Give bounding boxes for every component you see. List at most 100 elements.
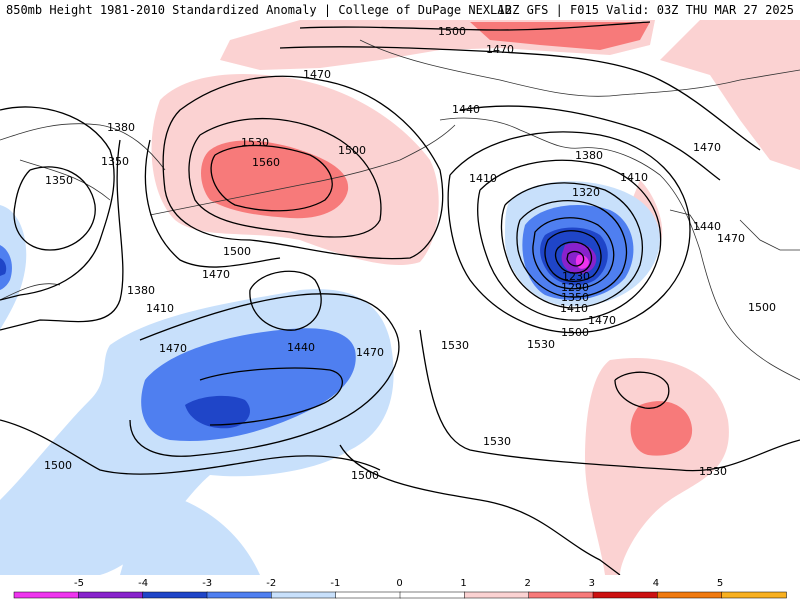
contour-line xyxy=(188,117,382,238)
contour-line xyxy=(279,46,761,151)
contour-label: 1500 xyxy=(44,459,72,472)
contour-label: 1410 xyxy=(469,172,497,185)
contour-label: 1410 xyxy=(560,302,588,315)
contour-line xyxy=(210,144,333,212)
header-bar: 850mb Height 1981-2010 Standardized Anom… xyxy=(0,0,800,21)
colorbar-segment xyxy=(528,591,594,599)
colorbar-tick-label: 0 xyxy=(396,578,402,589)
anomaly-map: 1500 1470 1470 1440 1380 1350 1350 1530 … xyxy=(0,20,800,575)
contour-line xyxy=(13,166,96,251)
negative-anomaly-region xyxy=(185,395,250,429)
colorbar-segment xyxy=(271,591,337,599)
colorbar xyxy=(13,591,787,599)
contour-label: 1500 xyxy=(351,469,379,482)
colorbar-tick-label: 3 xyxy=(589,578,595,589)
contour-label: 1470 xyxy=(356,346,384,359)
contour-label: 1410 xyxy=(620,171,648,184)
colorbar-segment xyxy=(399,591,466,599)
contour-label: 1230 xyxy=(562,270,590,283)
contour-line xyxy=(566,250,585,267)
contour-label: 1530 xyxy=(483,435,511,448)
contour-label: 1470 xyxy=(303,68,331,81)
colorbar-segment xyxy=(721,591,787,599)
contour-line xyxy=(162,75,444,260)
colorbar-tick-label: -2 xyxy=(266,578,276,589)
colorbar-tick-label: 2 xyxy=(525,578,531,589)
contour-labels: 1500 1470 1470 1440 1380 1350 1350 1530 … xyxy=(44,25,776,482)
contour-line xyxy=(500,182,643,309)
contour-line xyxy=(419,329,800,472)
contour-label: 1470 xyxy=(693,141,721,154)
contour-label: 1440 xyxy=(287,341,315,354)
contour-line xyxy=(477,159,662,321)
contour-label: 1470 xyxy=(202,268,230,281)
contour-line xyxy=(516,200,628,298)
contour-label: 1410 xyxy=(146,302,174,315)
colorbar-segment xyxy=(592,591,659,599)
contour-line xyxy=(554,241,593,274)
contour-line xyxy=(532,217,615,290)
contour-line xyxy=(459,105,721,181)
colorbar-segment xyxy=(13,591,80,599)
colorbar-tick-label: 4 xyxy=(653,578,659,589)
contour-label: 1500 xyxy=(338,144,366,157)
map-title: 850mb Height 1981-2010 Standardized Anom… xyxy=(6,3,512,17)
contour-label: 1320 xyxy=(572,186,600,199)
positive-anomaly-region xyxy=(630,401,693,456)
positive-anomaly-region xyxy=(201,140,349,219)
anomaly-shading xyxy=(0,20,800,575)
colorbar-tick-label: -4 xyxy=(138,578,148,589)
contour-label: 1530 xyxy=(241,136,269,149)
contour-label: 1440 xyxy=(452,103,480,116)
height-contours xyxy=(0,21,800,575)
positive-anomaly-region xyxy=(660,20,800,170)
contour-label: 1530 xyxy=(527,338,555,351)
contour-label: 1380 xyxy=(575,149,603,162)
contour-label: 1500 xyxy=(561,326,589,339)
contour-line xyxy=(249,270,322,331)
coastlines xyxy=(0,39,800,381)
contour-label: 1380 xyxy=(127,284,155,297)
model-run-info: 12Z GFS | F015 Valid: 03Z THU MAR 27 202… xyxy=(497,3,794,17)
colorbar-tick-label: 1 xyxy=(460,578,466,589)
contour-label: 1470 xyxy=(486,43,514,56)
contour-label: 1530 xyxy=(441,339,469,352)
negative-anomaly-region xyxy=(0,258,7,276)
positive-anomaly-region xyxy=(585,358,729,575)
colorbar-legend: -5 -4 -3 -2 -1 0 1 2 3 4 5 xyxy=(0,575,800,600)
colorbar-segment xyxy=(142,591,208,599)
contour-label: 1380 xyxy=(107,121,135,134)
contour-label: 1470 xyxy=(717,232,745,245)
contour-line xyxy=(339,444,621,575)
contour-line xyxy=(299,21,651,31)
contour-line xyxy=(0,139,124,331)
contour-line xyxy=(144,139,281,268)
colorbar-segment xyxy=(335,591,401,599)
contour-line xyxy=(0,106,115,301)
contour-label: 1500 xyxy=(748,301,776,314)
contour-label: 1470 xyxy=(159,342,187,355)
colorbar-tick-label: -1 xyxy=(330,578,340,589)
colorbar-tick-label: -5 xyxy=(74,578,84,589)
colorbar-tick-label: 5 xyxy=(717,578,723,589)
contour-line xyxy=(199,367,343,426)
colorbar-tick-label: -3 xyxy=(202,578,212,589)
colorbar-segment xyxy=(464,591,530,599)
contour-line xyxy=(0,419,381,475)
contour-label: 1530 xyxy=(699,465,727,478)
contour-label: 1500 xyxy=(438,25,466,38)
contour-label: 1500 xyxy=(223,245,251,258)
negative-anomaly-region xyxy=(120,490,260,575)
contour-label: 1470 xyxy=(588,314,616,327)
contour-label: 1560 xyxy=(252,156,280,169)
contour-line xyxy=(447,131,691,334)
contour-line xyxy=(129,293,400,457)
colorbar-ticks: -5 -4 -3 -2 -1 0 1 2 3 4 5 xyxy=(74,578,723,589)
colorbar-segment xyxy=(78,591,144,599)
colorbar-segment xyxy=(657,591,723,599)
contour-label: 1440 xyxy=(693,220,721,233)
contour-label: 1290 xyxy=(561,281,589,294)
contour-line xyxy=(614,371,670,409)
contour-label: 1350 xyxy=(45,174,73,187)
